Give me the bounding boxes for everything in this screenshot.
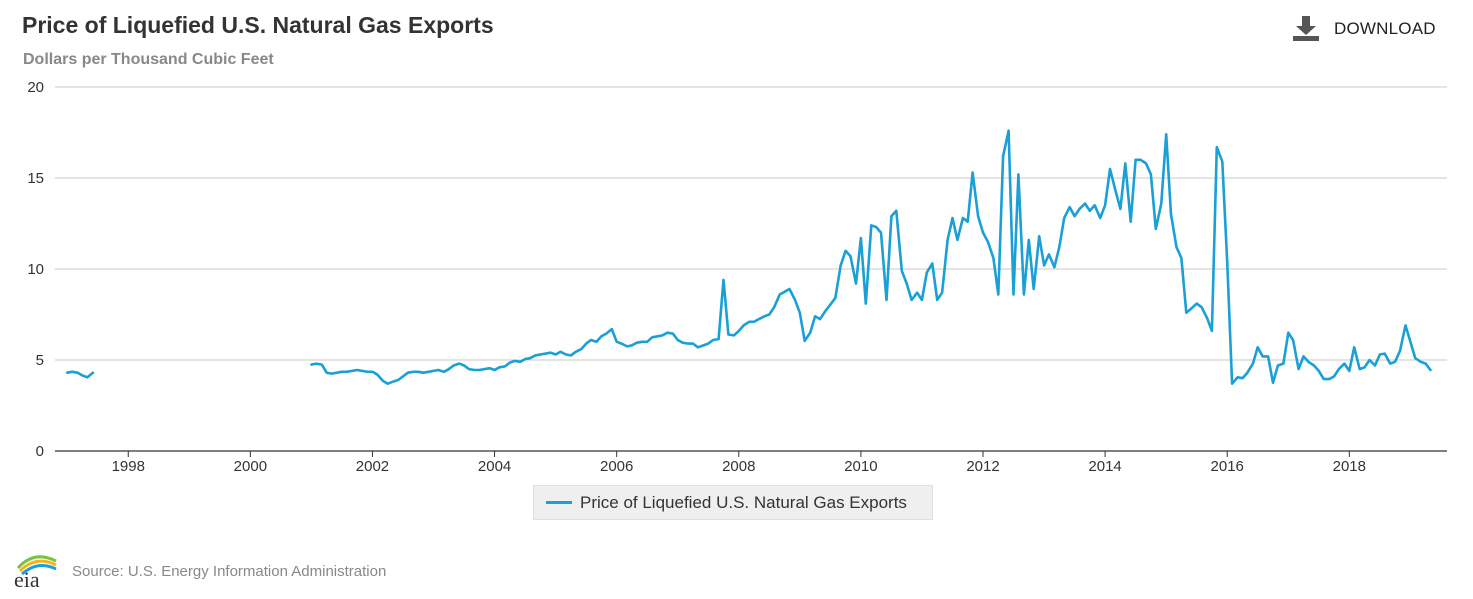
grid-lines: [55, 86, 1447, 452]
x-tick-label-1998: 1998: [112, 458, 145, 475]
download-icon: [1293, 16, 1319, 41]
y-tick-label-15: 15: [27, 170, 44, 187]
eia-logo-text: eia: [14, 567, 40, 590]
x-tick-label-2000: 2000: [234, 458, 267, 475]
eia-logo: eia: [14, 555, 57, 590]
x-axis-ticks: 1998 2000 2002 2004 2006 2008 2010 2012 2014 2016…: [112, 451, 1366, 475]
line-chart: 0 5 10 15 20 1998 2000 2002 2004 2006 2008 2010 201…: [27, 79, 1447, 475]
x-tick-label-2012: 2012: [966, 458, 999, 475]
footer: eia Source: U.S. Energy Information Admi…: [12, 552, 386, 590]
y-tick-label-0: 0: [36, 443, 44, 460]
series-layer: [65, 129, 1432, 385]
legend-swatch: [546, 501, 572, 504]
download-label: DOWNLOAD: [1334, 19, 1436, 38]
x-tick-label-2002: 2002: [356, 458, 389, 475]
x-tick-label-2008: 2008: [722, 458, 755, 475]
x-tick-label-2006: 2006: [600, 458, 633, 475]
y-tick-label-20: 20: [27, 79, 44, 96]
y-tick-label-10: 10: [27, 261, 44, 278]
legend-label: Price of Liquefied U.S. Natural Gas Expo…: [580, 492, 907, 512]
y-axis-ticks: 0 5 10 15 20: [27, 79, 44, 460]
legend-item[interactable]: Price of Liquefied U.S. Natural Gas Expo…: [533, 485, 933, 520]
x-tick-label-2018: 2018: [1333, 458, 1366, 475]
x-tick-label-2004: 2004: [478, 458, 511, 475]
x-tick-label-2010: 2010: [844, 458, 877, 475]
series-line-0: [65, 129, 1432, 385]
download-button[interactable]: DOWNLOAD: [1292, 16, 1436, 42]
chart-subtitle: Dollars per Thousand Cubic Feet: [23, 51, 274, 68]
source-text: Source: U.S. Energy Information Administ…: [72, 562, 387, 580]
x-tick-label-2016: 2016: [1211, 458, 1244, 475]
chart-title: Price of Liquefied U.S. Natural Gas Expo…: [22, 12, 494, 38]
y-tick-label-5: 5: [36, 352, 44, 369]
x-tick-label-2014: 2014: [1088, 458, 1121, 475]
